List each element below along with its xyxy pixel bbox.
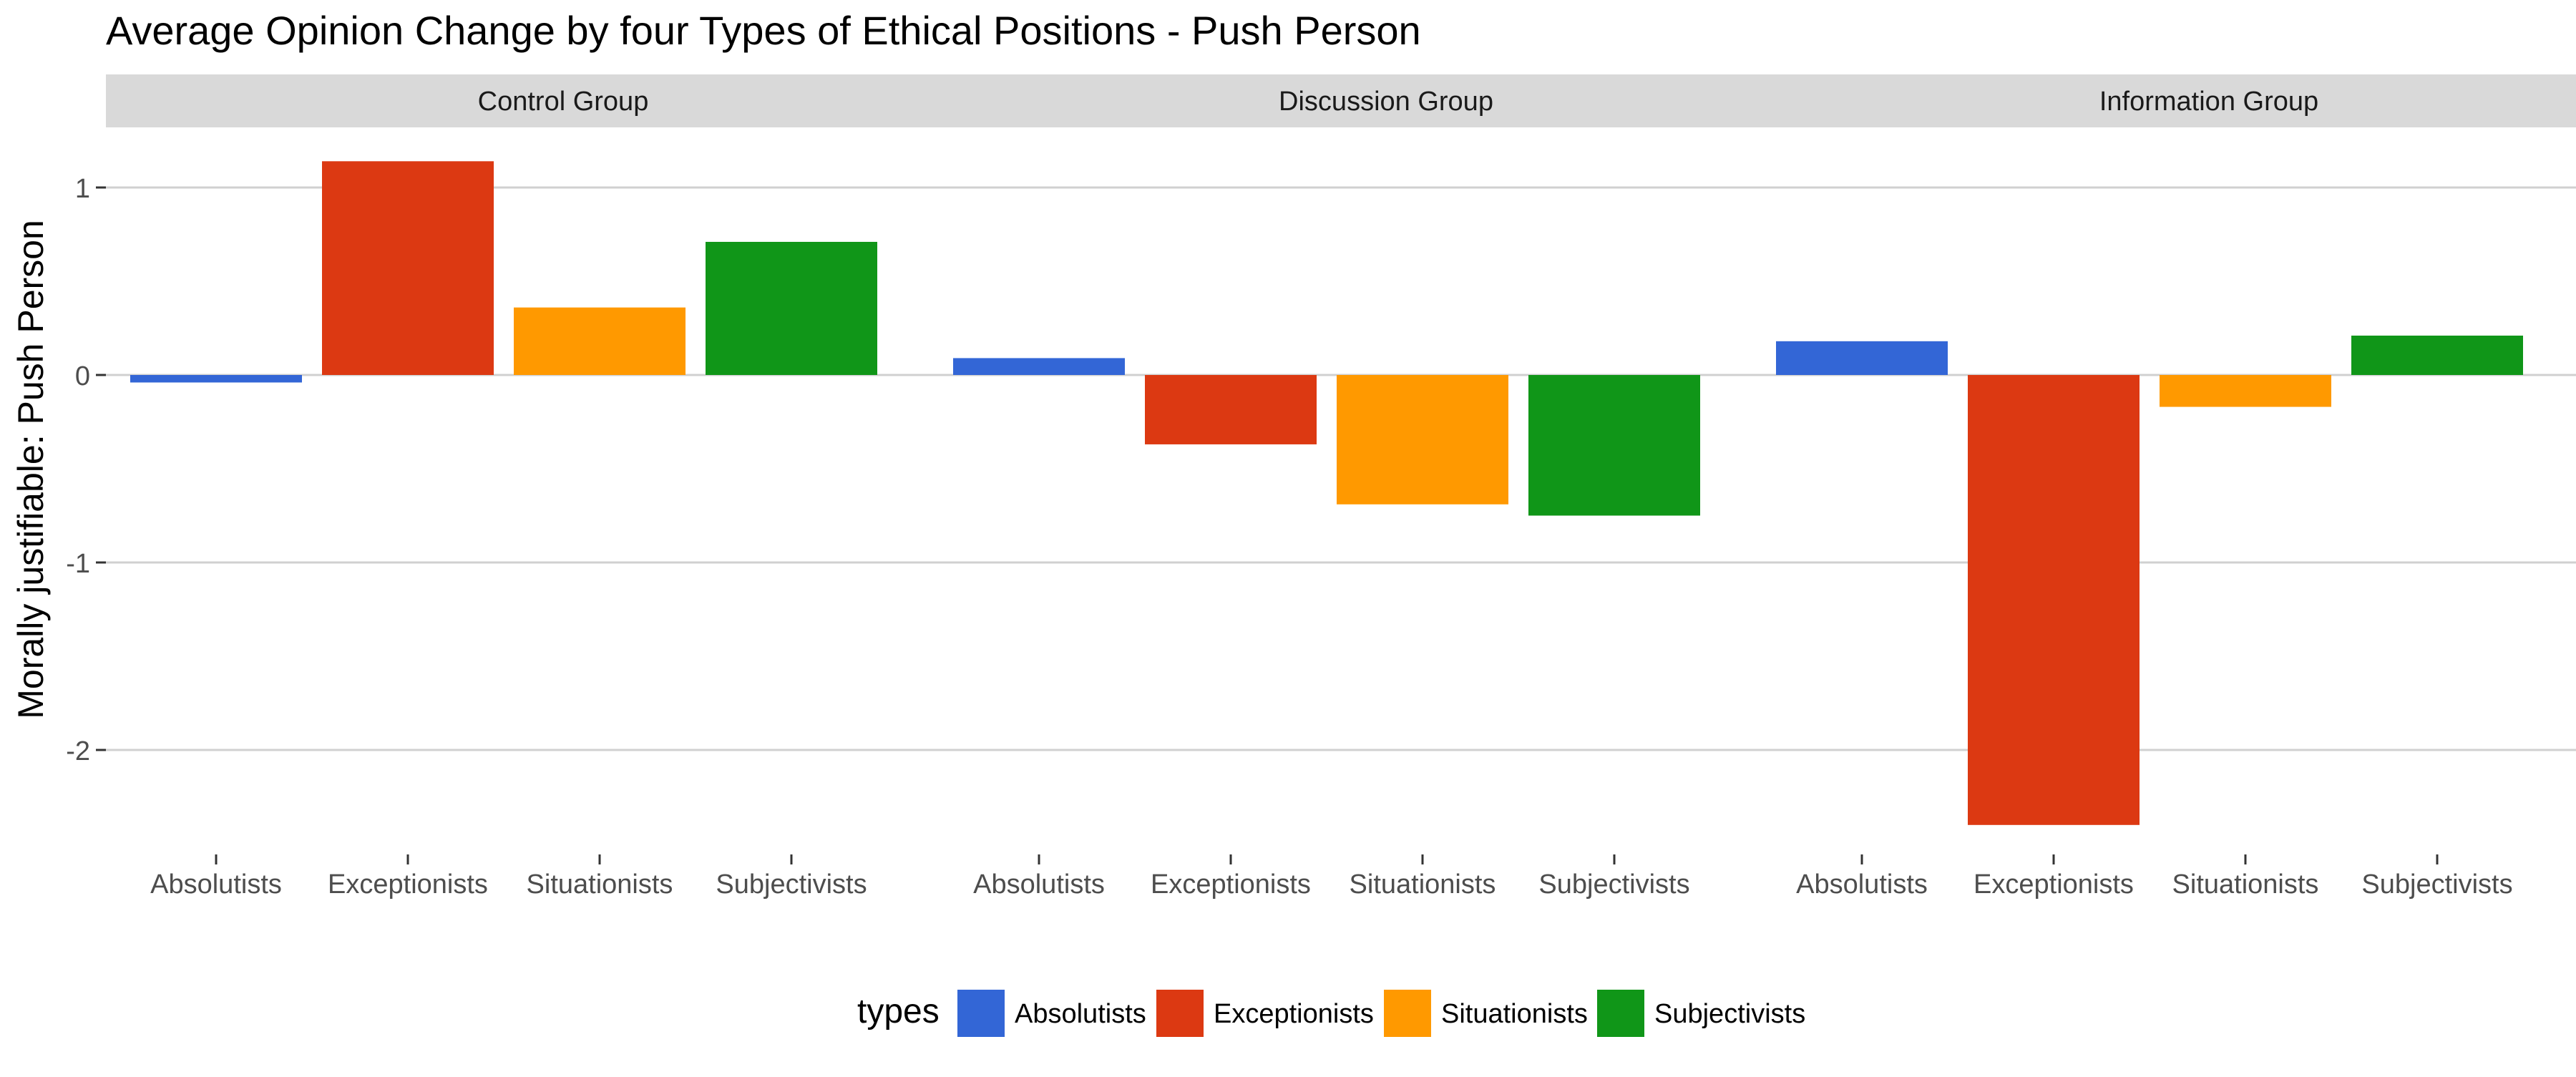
x-tick-label: Situationists <box>527 869 673 900</box>
x-tick-label: Exceptionists <box>328 869 488 900</box>
legend-label: Situationists <box>1441 999 1588 1029</box>
x-tick-label: Absolutists <box>1796 869 1928 900</box>
x-tick-label: Situationists <box>2172 869 2319 900</box>
legend-label: Absolutists <box>1015 999 1146 1029</box>
legend-label: Exceptionists <box>1214 999 1374 1029</box>
legend-key-subjectivists <box>1597 990 1644 1037</box>
bar-situationists <box>514 307 686 375</box>
bar-absolutists <box>1776 341 1948 375</box>
x-tick-label: Exceptionists <box>1974 869 2134 900</box>
facet-strip <box>1752 74 2576 127</box>
chart-title: Average Opinion Change by four Types of … <box>106 8 1421 53</box>
y-tick-label: -1 <box>66 549 90 579</box>
bar-subjectivists <box>706 241 877 375</box>
y-axis-label: Morally justifiable: Push Person <box>11 220 51 719</box>
bar-exceptionists <box>322 161 494 375</box>
legend-label: Subjectivists <box>1654 999 1805 1029</box>
facet-panel: Discussion Group Absolutists Exceptionists… <box>929 74 1843 900</box>
bar-exceptionists <box>1145 375 1317 444</box>
legend-key-absolutists <box>957 990 1005 1037</box>
x-tick-label: Subjectivists <box>716 869 867 900</box>
bar-situationists <box>2160 375 2331 407</box>
bar-absolutists <box>130 375 302 383</box>
facet-panel: Information Group Absolutists Exceptionist… <box>1752 74 2576 900</box>
legend-key-exceptionists <box>1156 990 1204 1037</box>
x-tick-label: Absolutists <box>150 869 282 900</box>
facet-strip-label: Information Group <box>2099 87 2318 117</box>
facet-strip <box>929 74 1843 127</box>
x-tick-label: Absolutists <box>973 869 1105 900</box>
facet-panel: Control Group Absolutists Exceptionists Sit… <box>106 74 1020 900</box>
y-tick-label: -2 <box>66 736 90 766</box>
bar-subjectivists <box>2351 335 2523 375</box>
facet-strip-label: Control Group <box>478 87 649 117</box>
x-tick-label: Subjectivists <box>1538 869 1689 900</box>
y-tick-label: 1 <box>75 174 90 204</box>
facet-strip-label: Discussion Group <box>1279 87 1493 117</box>
x-tick-label: Subjectivists <box>2361 869 2512 900</box>
legend-key-situationists <box>1384 990 1431 1037</box>
x-tick-label: Situationists <box>1350 869 1496 900</box>
legend-title: types <box>857 993 940 1030</box>
bar-subjectivists <box>1528 375 1700 516</box>
bar-absolutists <box>953 358 1125 375</box>
y-tick-label: 0 <box>75 361 90 391</box>
bar-exceptionists <box>1968 375 2140 825</box>
bar-situationists <box>1337 375 1508 505</box>
facet-strip <box>106 74 1020 127</box>
x-tick-label: Exceptionists <box>1151 869 1311 900</box>
